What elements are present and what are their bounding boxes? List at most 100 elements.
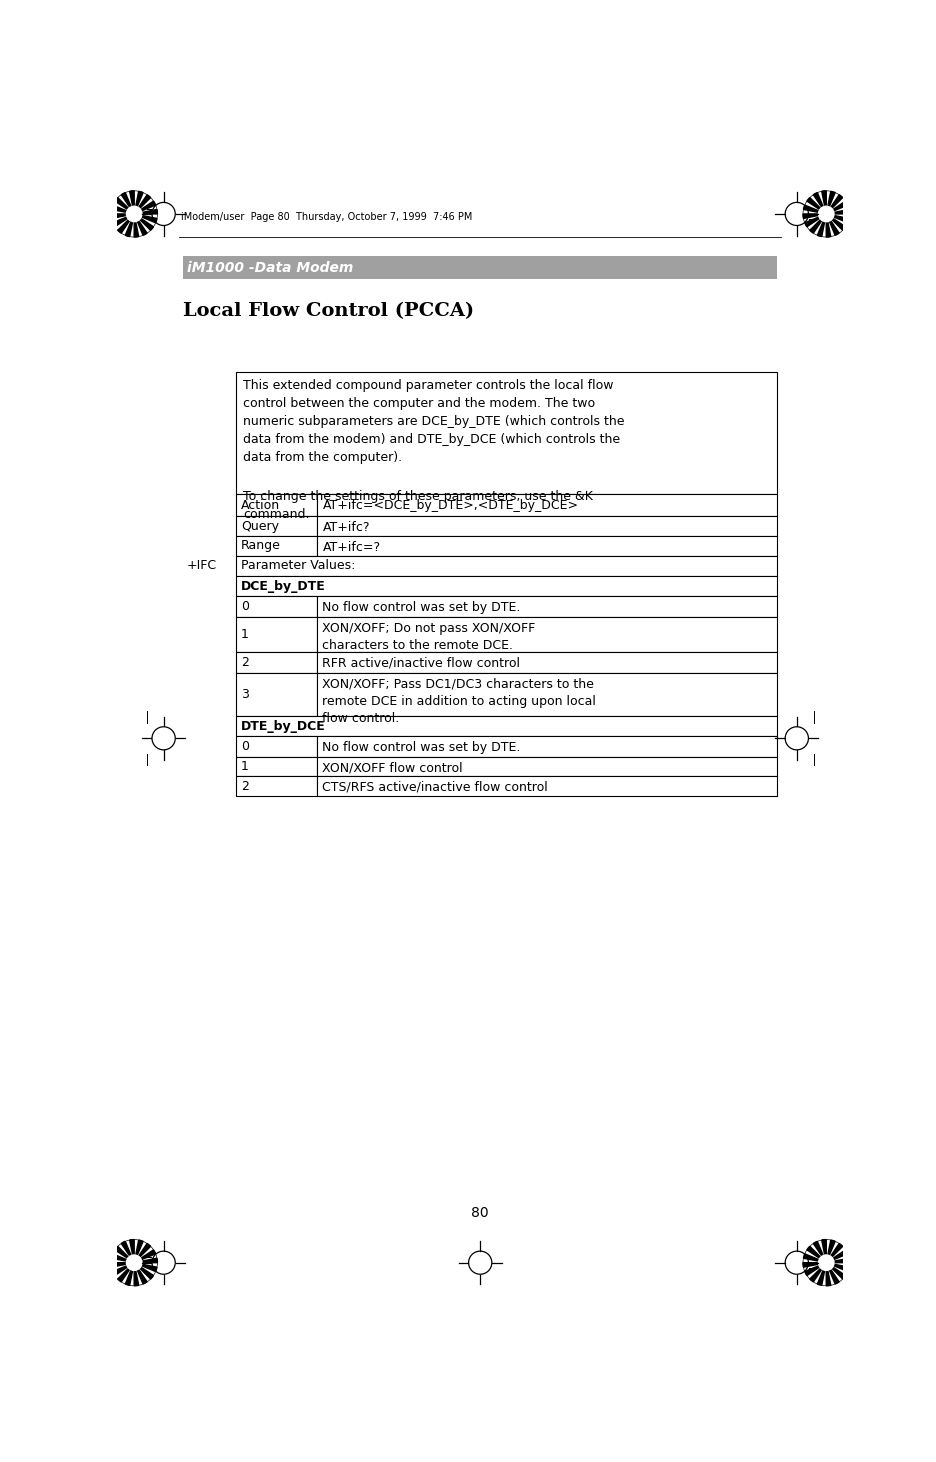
Wedge shape [826,1240,834,1263]
Wedge shape [111,205,134,213]
Text: iM1000 -Data Modem: iM1000 -Data Modem [186,260,353,275]
Wedge shape [121,193,134,213]
Wedge shape [812,193,826,213]
Text: AT+ifc=?: AT+ifc=? [322,541,380,554]
Circle shape [818,1254,833,1270]
Text: No flow control was set by DTE.: No flow control was set by DTE. [322,741,520,754]
Text: XON/XOFF; Do not pass XON/XOFF
characters to the remote DCE.: XON/XOFF; Do not pass XON/XOFF character… [322,621,535,652]
Wedge shape [129,1240,134,1263]
Bar [316,596,777,617]
Wedge shape [809,1263,826,1282]
Wedge shape [826,213,844,231]
Text: DCE_by_DTE: DCE_by_DTE [241,580,326,592]
Wedge shape [802,205,826,213]
Wedge shape [125,213,134,237]
Circle shape [126,1254,141,1270]
Wedge shape [802,1254,826,1263]
Wedge shape [134,202,155,213]
Wedge shape [806,197,826,213]
Wedge shape [806,1246,826,1263]
Wedge shape [134,1250,155,1263]
Bar [236,494,316,516]
Text: Parameter Values:: Parameter Values: [241,560,355,572]
Bar [316,652,777,673]
Wedge shape [826,213,839,235]
Bar [236,556,777,576]
Text: 1: 1 [241,760,249,773]
Wedge shape [134,192,143,213]
Wedge shape [134,213,139,237]
Wedge shape [816,213,826,237]
Text: Range: Range [241,539,281,553]
Wedge shape [134,194,151,213]
Wedge shape [118,213,134,232]
Text: AT+ifc?: AT+ifc? [322,520,370,534]
Wedge shape [809,213,826,232]
Circle shape [126,206,141,222]
Text: Local Flow Control (PCCA): Local Flow Control (PCCA) [183,303,474,320]
Bar [236,596,316,617]
Wedge shape [118,1263,134,1282]
Text: 0: 0 [241,740,249,753]
Wedge shape [826,202,847,213]
Wedge shape [804,213,826,227]
Bar [236,737,316,757]
Text: XON/XOFF flow control: XON/XOFF flow control [322,762,462,775]
Wedge shape [826,1263,844,1279]
Bar [316,776,777,795]
Wedge shape [826,1259,849,1263]
Text: +IFC: +IFC [186,560,217,572]
Wedge shape [134,1259,157,1263]
Text: 2: 2 [241,656,249,670]
Bar [316,617,777,652]
Wedge shape [826,1263,839,1284]
Text: 80: 80 [471,1206,489,1219]
Wedge shape [812,1241,826,1263]
Text: iModem/user  Page 80  Thursday, October 7, 1999  7:46 PM: iModem/user Page 80 Thursday, October 7,… [181,212,472,222]
Bar [236,673,316,716]
Wedge shape [134,1263,157,1272]
Text: 0: 0 [241,601,249,613]
Text: CTS/RFS active/inactive flow control: CTS/RFS active/inactive flow control [322,781,548,794]
Wedge shape [111,1254,134,1263]
Text: RFR active/inactive flow control: RFR active/inactive flow control [322,656,519,670]
Wedge shape [125,1263,134,1285]
Wedge shape [826,213,848,222]
Text: Action: Action [241,499,280,512]
Wedge shape [802,213,826,218]
Wedge shape [134,213,154,231]
Wedge shape [121,1241,134,1263]
Text: AT+ifc=<DCE_by_DTE>,<DTE_by_DCE>: AT+ifc=<DCE_by_DTE>,<DTE_by_DCE> [322,499,578,512]
Wedge shape [826,192,834,213]
Text: No flow control was set by DTE.: No flow control was set by DTE. [322,601,520,614]
Wedge shape [826,1244,841,1263]
Text: DTE_by_DCE: DTE_by_DCE [241,719,326,732]
Bar [236,371,777,494]
Text: To change the settings of these parameters, use the &K
command.: To change the settings of these paramete… [243,490,592,520]
Bar [236,776,316,795]
Text: 2: 2 [241,779,249,792]
Wedge shape [134,1263,147,1284]
Bar [236,652,316,673]
Wedge shape [110,1263,134,1268]
Bar [316,673,777,716]
Bar [316,537,777,556]
Bar [183,256,777,279]
Wedge shape [826,209,849,213]
Text: 1: 1 [241,629,249,642]
Wedge shape [115,197,134,213]
Wedge shape [821,1240,826,1263]
Bar [316,737,777,757]
Wedge shape [134,1244,151,1263]
Wedge shape [826,1250,847,1263]
Text: Query: Query [241,519,279,532]
Wedge shape [129,192,134,213]
Wedge shape [802,1263,826,1268]
Bar [236,576,777,596]
Wedge shape [134,213,157,222]
Wedge shape [826,1263,848,1272]
Text: This extended compound parameter controls the local flow
control between the com: This extended compound parameter control… [243,380,624,465]
Text: 3: 3 [241,687,249,700]
Bar [236,716,777,737]
Wedge shape [804,1263,826,1275]
